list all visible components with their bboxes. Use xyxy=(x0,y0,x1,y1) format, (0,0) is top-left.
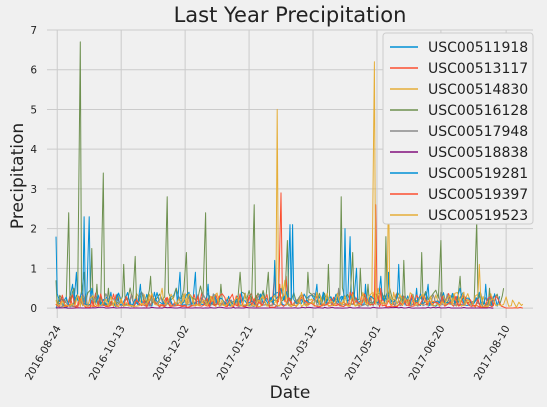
legend-label: USC00518838 xyxy=(428,145,528,161)
y-tick-label: 6 xyxy=(30,65,37,77)
x-tick-label: 2017-05-01 xyxy=(343,324,384,383)
x-tick-label: 2016-12-02 xyxy=(151,324,192,383)
x-tick-labels: 2016-08-24 2016-10-13 2016-12-02 2017-01-21… xyxy=(23,323,513,382)
series-line xyxy=(55,61,524,308)
legend-label: USC00519281 xyxy=(428,166,528,182)
legend-label: USC00517948 xyxy=(428,124,528,140)
y-tick-label: 7 xyxy=(30,25,37,37)
legend-label: USC00513117 xyxy=(428,61,528,77)
legend-label: USC00511918 xyxy=(428,40,528,56)
y-tick-labels: 0 1 2 3 4 5 6 7 xyxy=(30,25,37,315)
y-tick-label: 1 xyxy=(30,263,37,275)
legend-label: USC00514830 xyxy=(428,82,528,98)
x-tick-label: 2017-06-20 xyxy=(407,324,448,383)
legend-label: USC00519523 xyxy=(428,208,528,224)
x-tick-label: 2016-10-13 xyxy=(87,324,128,383)
y-tick-label: 3 xyxy=(30,184,37,196)
x-tick-label: 2017-08-10 xyxy=(472,323,513,382)
legend-label: USC00516128 xyxy=(428,103,528,119)
x-tick-label: 2017-03-12 xyxy=(279,324,320,383)
x-tick-label: 2017-01-21 xyxy=(215,324,256,383)
y-tick-label: 2 xyxy=(30,224,37,236)
x-tick-label: 2016-08-24 xyxy=(23,323,64,382)
x-axis-label: Date xyxy=(270,383,311,403)
chart-title: Last Year Precipitation xyxy=(174,3,407,27)
y-tick-label: 0 xyxy=(30,303,37,315)
legend-label: USC00519397 xyxy=(428,187,528,203)
legend-box xyxy=(382,32,534,225)
series-layer xyxy=(55,41,524,309)
legend: USC00511918 USC00513117 USC00514830 USC0051… xyxy=(382,32,534,225)
y-tick-label: 4 xyxy=(30,144,37,156)
y-tick-label: 5 xyxy=(30,104,37,116)
y-axis-label: Precipitation xyxy=(8,123,28,229)
